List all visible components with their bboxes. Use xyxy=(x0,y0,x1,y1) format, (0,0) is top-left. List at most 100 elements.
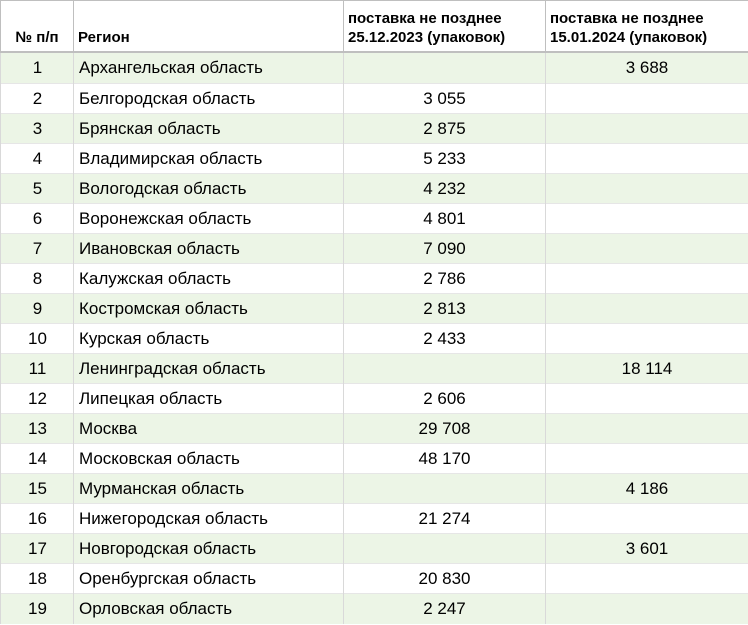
delivery-dec-cell[interactable]: 2 433 xyxy=(343,323,546,354)
header-delivery-dec-line2: 25.12.2023 (упаковок) xyxy=(348,28,506,46)
table-row[interactable]: 12 Липецкая область 2 606 xyxy=(0,383,748,414)
delivery-dec-cell[interactable]: 2 606 xyxy=(343,383,546,414)
delivery-dec-cell[interactable]: 2 813 xyxy=(343,293,546,324)
region-cell[interactable]: Курская область xyxy=(73,323,344,354)
table-row[interactable]: 6 Воронежская область 4 801 xyxy=(0,203,748,234)
table-row[interactable]: 10 Курская область 2 433 xyxy=(0,323,748,354)
table-row[interactable]: 2 Белгородская область 3 055 xyxy=(0,83,748,114)
delivery-dec-cell[interactable]: 21 274 xyxy=(343,503,546,534)
header-number[interactable]: № п/п xyxy=(0,0,74,52)
delivery-jan-cell[interactable]: 3 688 xyxy=(545,51,748,84)
table-row[interactable]: 19 Орловская область 2 247 xyxy=(0,593,748,624)
table-row[interactable]: 11 Ленинградская область 18 114 xyxy=(0,353,748,384)
table-row[interactable]: 16 Нижегородская область 21 274 xyxy=(0,503,748,534)
row-number-cell[interactable]: 12 xyxy=(0,383,74,414)
region-cell[interactable]: Вологодская область xyxy=(73,173,344,204)
delivery-dec-cell[interactable]: 2 875 xyxy=(343,113,546,144)
region-cell[interactable]: Ленинградская область xyxy=(73,353,344,384)
table-row[interactable]: 5 Вологодская область 4 232 xyxy=(0,173,748,204)
delivery-dec-cell[interactable]: 20 830 xyxy=(343,563,546,594)
row-number-cell[interactable]: 9 xyxy=(0,293,74,324)
delivery-dec-cell[interactable] xyxy=(343,533,546,564)
delivery-jan-cell[interactable] xyxy=(545,173,748,204)
table-row[interactable]: 14 Московская область 48 170 xyxy=(0,443,748,474)
region-cell[interactable]: Мурманская область xyxy=(73,473,344,504)
region-cell[interactable]: Нижегородская область xyxy=(73,503,344,534)
region-cell[interactable]: Костромская область xyxy=(73,293,344,324)
delivery-dec-cell[interactable]: 3 055 xyxy=(343,83,546,114)
delivery-jan-cell[interactable] xyxy=(545,233,748,264)
table-row[interactable]: 3 Брянская область 2 875 xyxy=(0,113,748,144)
table-row[interactable]: 7 Ивановская область 7 090 xyxy=(0,233,748,264)
delivery-jan-cell[interactable] xyxy=(545,563,748,594)
region-cell[interactable]: Москва xyxy=(73,413,344,444)
delivery-dec-cell[interactable]: 48 170 xyxy=(343,443,546,474)
delivery-dec-cell[interactable]: 2 247 xyxy=(343,593,546,624)
row-number-cell[interactable]: 1 xyxy=(0,51,74,84)
delivery-jan-cell[interactable] xyxy=(545,293,748,324)
region-cell[interactable]: Ивановская область xyxy=(73,233,344,264)
delivery-jan-cell[interactable] xyxy=(545,113,748,144)
region-cell[interactable]: Владимирская область xyxy=(73,143,344,174)
delivery-dec-cell[interactable]: 2 786 xyxy=(343,263,546,294)
region-cell[interactable]: Московская область xyxy=(73,443,344,474)
header-region[interactable]: Регион xyxy=(73,0,344,52)
region-cell[interactable]: Калужская область xyxy=(73,263,344,294)
delivery-dec-cell[interactable]: 4 232 xyxy=(343,173,546,204)
row-number-cell[interactable]: 15 xyxy=(0,473,74,504)
row-number-cell[interactable]: 18 xyxy=(0,563,74,594)
row-number-cell[interactable]: 16 xyxy=(0,503,74,534)
delivery-jan-cell[interactable]: 18 114 xyxy=(545,353,748,384)
delivery-dec-cell[interactable]: 5 233 xyxy=(343,143,546,174)
table-row[interactable]: 17 Новгородская область 3 601 xyxy=(0,533,748,564)
row-number-cell[interactable]: 17 xyxy=(0,533,74,564)
delivery-dec-cell[interactable]: 7 090 xyxy=(343,233,546,264)
header-delivery-dec[interactable]: поставка не позднее 25.12.2023 (упаковок… xyxy=(343,0,546,52)
region-cell[interactable]: Брянская область xyxy=(73,113,344,144)
header-delivery-jan[interactable]: поставка не позднее 15.01.2024 (упаковок… xyxy=(545,0,748,52)
row-number-cell[interactable]: 11 xyxy=(0,353,74,384)
delivery-jan-cell[interactable] xyxy=(545,143,748,174)
delivery-dec-cell[interactable] xyxy=(343,51,546,84)
row-number-cell[interactable]: 5 xyxy=(0,173,74,204)
table-row[interactable]: 1 Архангельская область 3 688 xyxy=(0,51,748,84)
row-number-cell[interactable]: 14 xyxy=(0,443,74,474)
delivery-jan-cell[interactable]: 3 601 xyxy=(545,533,748,564)
row-number-cell[interactable]: 19 xyxy=(0,593,74,624)
delivery-dec-cell[interactable] xyxy=(343,473,546,504)
delivery-jan-cell[interactable] xyxy=(545,83,748,114)
delivery-jan-cell[interactable] xyxy=(545,413,748,444)
delivery-jan-cell[interactable]: 4 186 xyxy=(545,473,748,504)
region-cell[interactable]: Новгородская область xyxy=(73,533,344,564)
row-number-cell[interactable]: 3 xyxy=(0,113,74,144)
region-cell[interactable]: Воронежская область xyxy=(73,203,344,234)
region-cell[interactable]: Оренбургская область xyxy=(73,563,344,594)
row-number-cell[interactable]: 8 xyxy=(0,263,74,294)
region-cell[interactable]: Липецкая область xyxy=(73,383,344,414)
region-cell[interactable]: Орловская область xyxy=(73,593,344,624)
delivery-dec-cell[interactable]: 29 708 xyxy=(343,413,546,444)
table-row[interactable]: 13 Москва 29 708 xyxy=(0,413,748,444)
delivery-jan-cell[interactable] xyxy=(545,593,748,624)
table-row[interactable]: 18 Оренбургская область 20 830 xyxy=(0,563,748,594)
row-number-cell[interactable]: 10 xyxy=(0,323,74,354)
delivery-jan-cell[interactable] xyxy=(545,383,748,414)
table-row[interactable]: 8 Калужская область 2 786 xyxy=(0,263,748,294)
delivery-jan-cell[interactable] xyxy=(545,263,748,294)
region-cell[interactable]: Белгородская область xyxy=(73,83,344,114)
delivery-jan-cell[interactable] xyxy=(545,503,748,534)
table-row[interactable]: 9 Костромская область 2 813 xyxy=(0,293,748,324)
region-cell[interactable]: Архангельская область xyxy=(73,51,344,84)
row-number-cell[interactable]: 2 xyxy=(0,83,74,114)
row-number-cell[interactable]: 13 xyxy=(0,413,74,444)
delivery-dec-cell[interactable]: 4 801 xyxy=(343,203,546,234)
row-number-cell[interactable]: 4 xyxy=(0,143,74,174)
row-number-cell[interactable]: 7 xyxy=(0,233,74,264)
delivery-dec-cell[interactable] xyxy=(343,353,546,384)
table-row[interactable]: 4 Владимирская область 5 233 xyxy=(0,143,748,174)
row-number-cell[interactable]: 6 xyxy=(0,203,74,234)
delivery-jan-cell[interactable] xyxy=(545,443,748,474)
table-row[interactable]: 15 Мурманская область 4 186 xyxy=(0,473,748,504)
delivery-jan-cell[interactable] xyxy=(545,323,748,354)
delivery-jan-cell[interactable] xyxy=(545,203,748,234)
